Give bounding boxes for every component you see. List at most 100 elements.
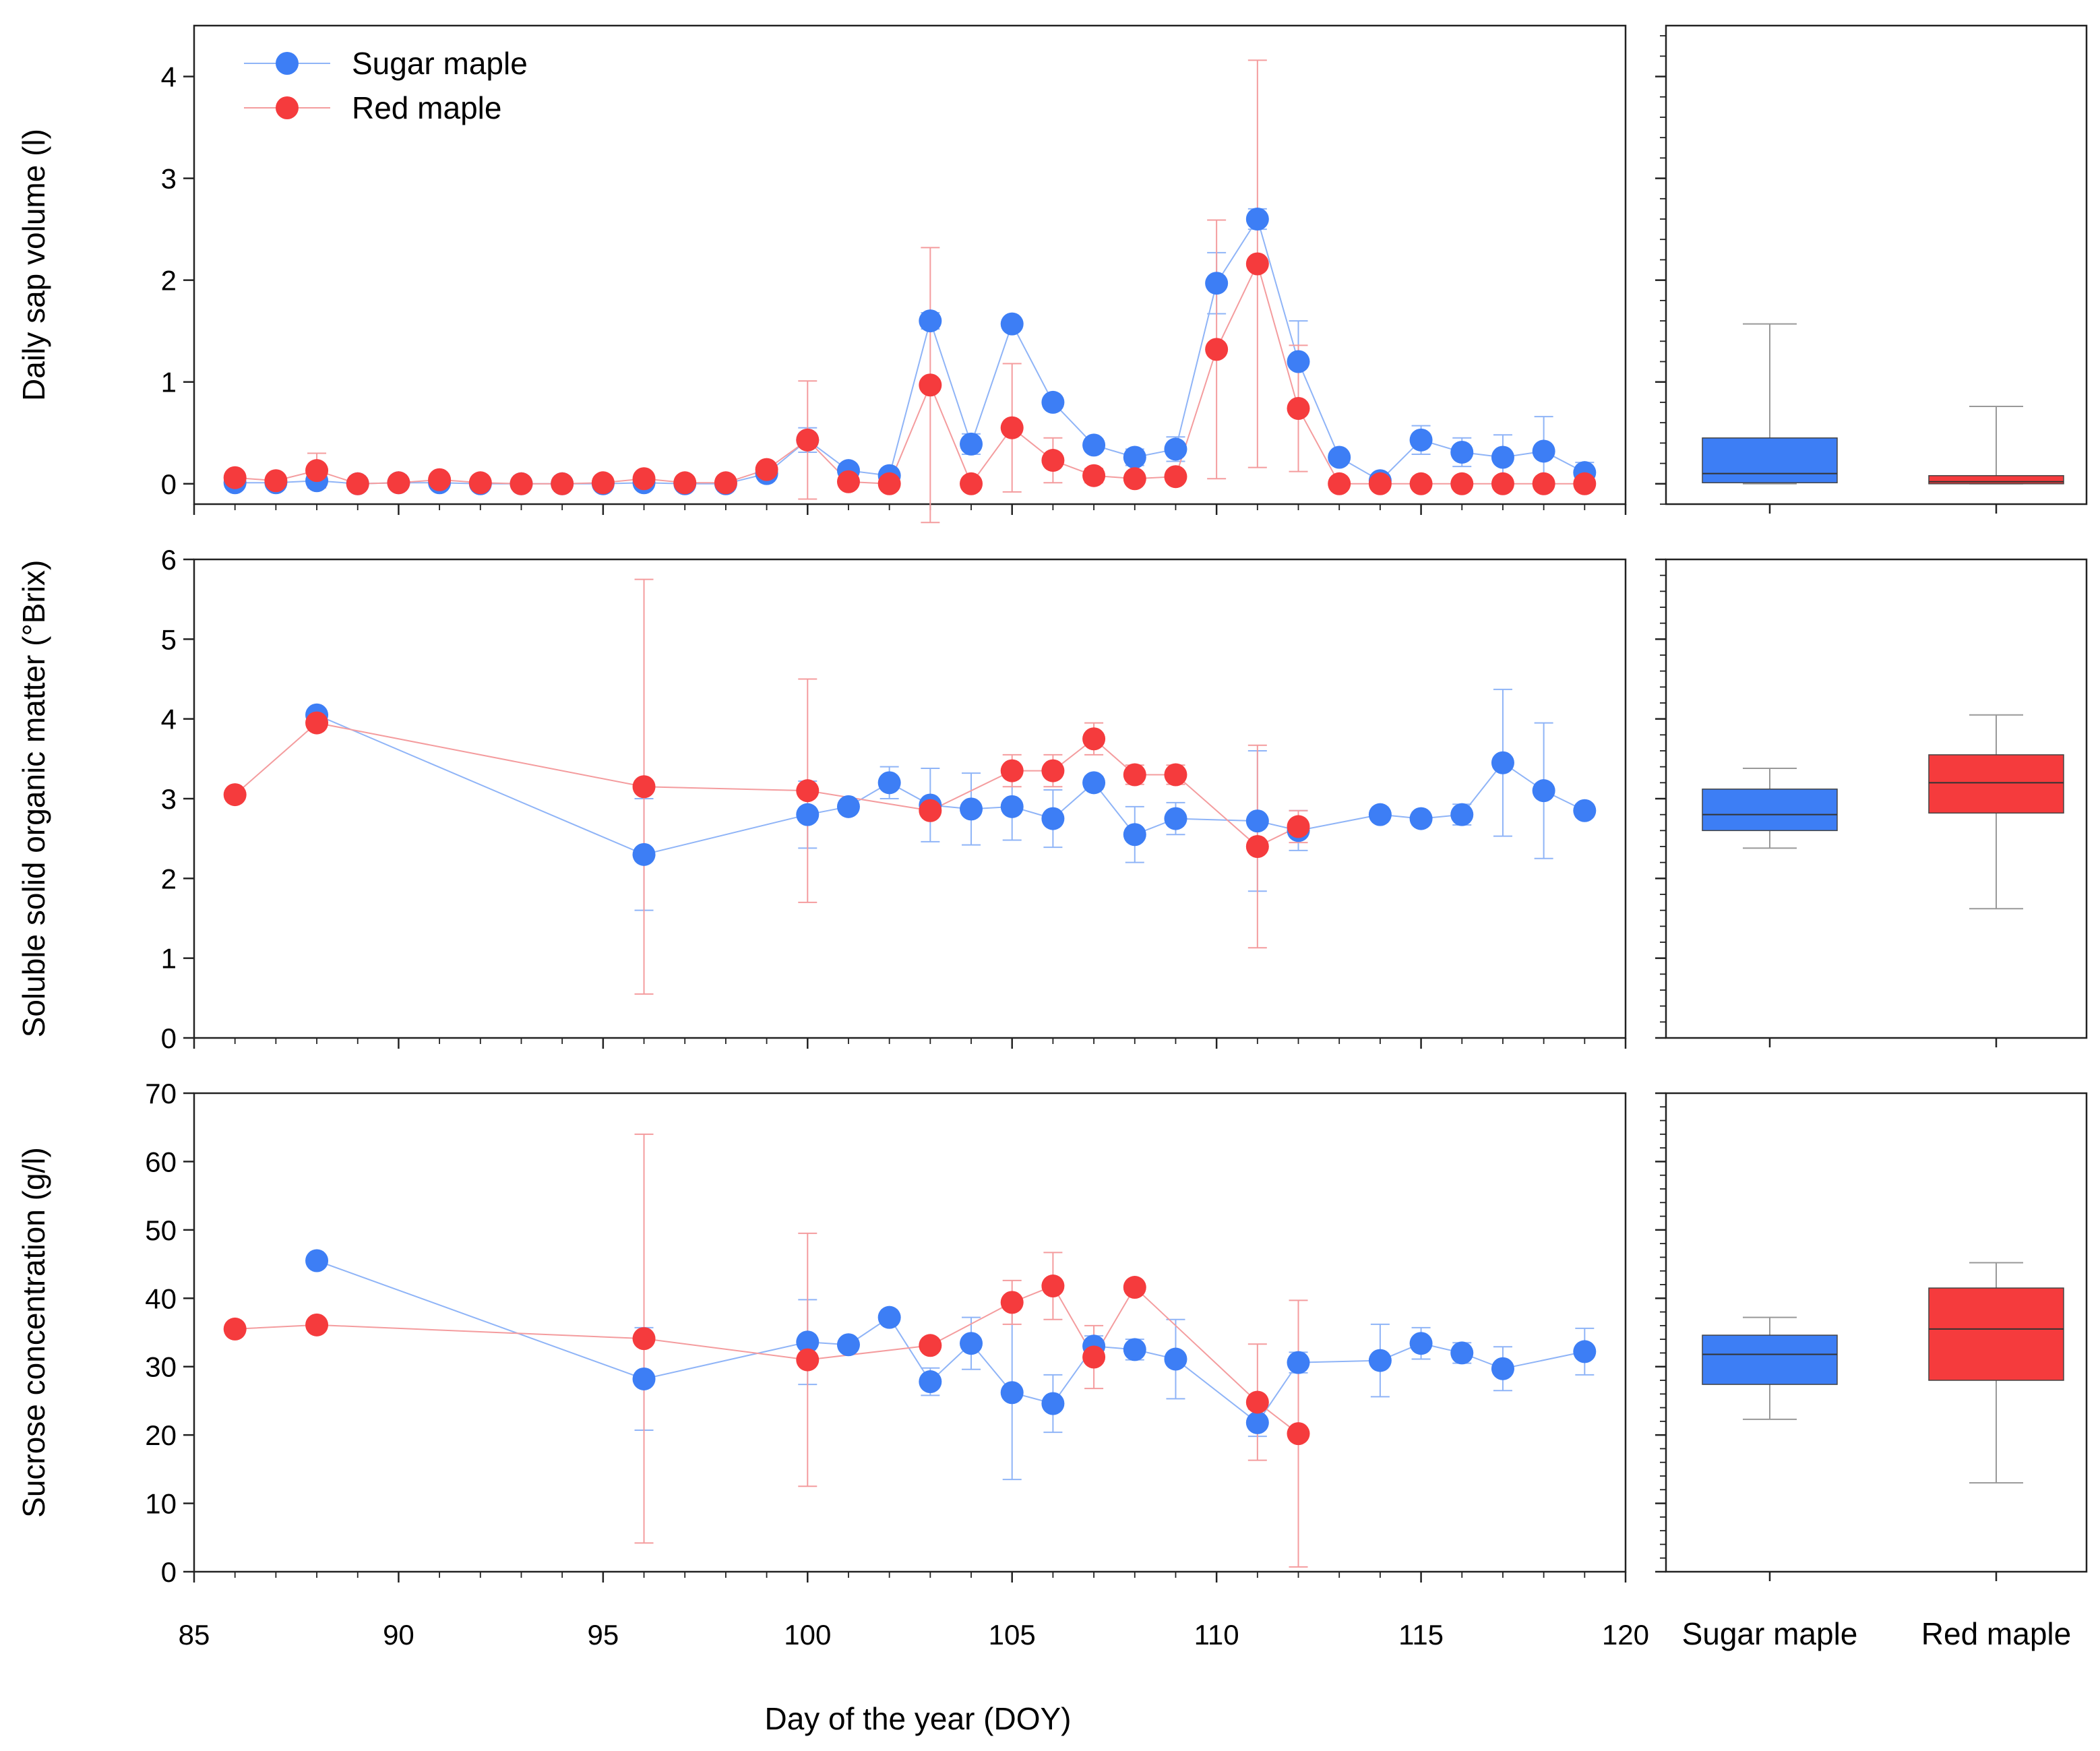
data-point-sugar (1491, 751, 1514, 774)
data-point-red (1082, 464, 1106, 487)
data-point-red (387, 471, 410, 495)
plot-frame (193, 1092, 1627, 1573)
x-tick-label: 85 (179, 1619, 210, 1651)
box-category-label-sugar: Sugar maple (1682, 1616, 1858, 1651)
data-point-sugar (1573, 1340, 1597, 1363)
legend-sugar-marker (276, 52, 299, 75)
x-tick-label: 95 (587, 1619, 619, 1651)
series-line-sugar (316, 1260, 1585, 1424)
y-tick-label: 5 (161, 623, 177, 655)
data-point-sugar (877, 1305, 901, 1329)
series-line-red (235, 262, 1585, 485)
data-point-sugar (632, 842, 656, 866)
y-tick-label: 50 (145, 1215, 177, 1246)
data-point-red (1491, 472, 1514, 495)
y-tick-label: 4 (161, 61, 177, 93)
data-point-sugar (1491, 1357, 1514, 1380)
y-tick-label: 2 (161, 863, 177, 894)
x-tick-label: 100 (784, 1619, 831, 1651)
legend: Sugar maple Red maple (244, 46, 528, 125)
data-point-red (714, 471, 737, 495)
data-point-sugar (1123, 823, 1146, 847)
data-point-red (1082, 1345, 1106, 1369)
data-point-red (673, 471, 697, 495)
x-tick-label: 105 (989, 1619, 1036, 1651)
data-point-sugar (1328, 446, 1351, 469)
box-sugar (1702, 1334, 1838, 1385)
data-point-red (1000, 1291, 1024, 1314)
series-line-sugar (316, 714, 1585, 855)
panel-3: 0 10 20 30 40 50 60 70 Sucrose concentration (g/… (16, 1078, 2088, 1588)
data-point-sugar (1368, 803, 1392, 826)
x-tick-label: 120 (1602, 1619, 1649, 1651)
y-tick-label: 1 (161, 943, 177, 975)
data-point-sugar (1573, 799, 1597, 822)
box-category-label-red: Red maple (1921, 1616, 2071, 1651)
data-point-red (877, 472, 901, 495)
data-point-red (919, 799, 942, 822)
data-point-sugar (919, 1370, 942, 1394)
data-point-sugar (1082, 771, 1106, 795)
data-point-sugar (1000, 795, 1024, 818)
plot-frame (193, 558, 1627, 1039)
y-tick-label: 3 (161, 783, 177, 815)
data-point-sugar (1532, 779, 1555, 803)
data-point-sugar (1123, 1338, 1146, 1361)
data-point-sugar (1164, 807, 1187, 830)
data-point-red (836, 470, 860, 493)
y-tick-label: 1 (161, 367, 177, 398)
boxplot-frame (1665, 1092, 2088, 1573)
data-point-red (1123, 763, 1146, 787)
data-point-red (796, 1348, 820, 1372)
data-point-red (223, 466, 247, 489)
data-point-sugar (1409, 807, 1433, 830)
data-point-red (305, 459, 329, 483)
data-point-red (1287, 815, 1310, 838)
data-point-red (1041, 449, 1065, 472)
data-point-sugar (836, 795, 860, 818)
data-point-sugar (1450, 440, 1474, 464)
data-point-sugar (1491, 446, 1514, 469)
box-red (1928, 754, 2064, 814)
data-point-red (1041, 1274, 1065, 1298)
x-tick-label: 110 (1194, 1619, 1239, 1651)
data-point-red (1409, 472, 1433, 495)
data-point-red (1328, 472, 1351, 495)
data-point-sugar (1082, 433, 1106, 457)
data-point-red (632, 775, 656, 799)
data-point-red (960, 472, 983, 495)
y-tick-label: 70 (145, 1078, 177, 1109)
x-tick-label: 115 (1398, 1619, 1444, 1651)
legend-red-label: Red maple (352, 90, 501, 125)
data-point-sugar (1450, 1341, 1474, 1365)
y-tick-label: 60 (145, 1146, 177, 1177)
data-point-red (551, 472, 574, 495)
y-tick-label: 10 (145, 1488, 177, 1520)
data-point-sugar (1041, 1392, 1065, 1415)
data-point-red (1123, 467, 1146, 491)
data-point-sugar (1123, 446, 1146, 469)
y-tick-label: 3 (161, 163, 177, 195)
data-point-red (1123, 1276, 1146, 1299)
data-point-sugar (1041, 390, 1065, 414)
box-red (1928, 1287, 2064, 1381)
data-point-sugar (1368, 1349, 1392, 1372)
y-tick-label: 40 (145, 1283, 177, 1314)
data-point-red (1450, 472, 1474, 495)
data-point-sugar (1450, 803, 1474, 826)
data-point-sugar (796, 803, 820, 826)
data-point-red (1041, 759, 1065, 782)
panels: 0 1 2 3 4 Daily sap volume (l) 0 1 2 3 4 5 6 Soluble … (16, 24, 2088, 1588)
y-tick-label: 2 (161, 265, 177, 297)
data-point-sugar (1164, 1347, 1187, 1371)
y-tick-label: 6 (161, 544, 177, 576)
data-point-sugar (1205, 272, 1229, 295)
data-point-red (919, 1334, 942, 1357)
data-point-red (264, 469, 288, 493)
data-point-red (1164, 763, 1187, 787)
data-point-red (1082, 727, 1106, 751)
data-point-red (1205, 338, 1229, 361)
data-point-red (755, 458, 778, 481)
plot-frame (193, 24, 1627, 505)
data-point-red (223, 1317, 247, 1341)
